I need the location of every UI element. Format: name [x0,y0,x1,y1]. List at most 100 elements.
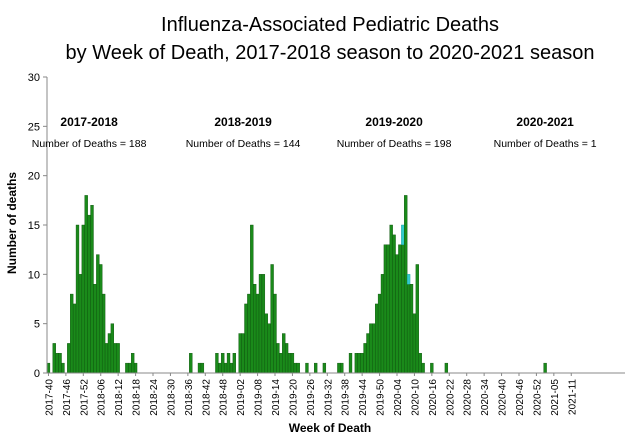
x-tick-label: 2019-20 [288,379,299,416]
x-tick-label: 2018-24 [149,379,160,416]
y-tick-label: 25 [28,121,40,133]
x-tick-label: 2018-48 [219,379,230,416]
bar [372,323,376,374]
bar [125,362,129,374]
bar [375,303,379,374]
bar [267,323,271,374]
bar [293,362,297,374]
x-tick-label: 2020-46 [515,379,526,416]
x-tick-label: 2017-46 [62,379,73,416]
season-deaths-label: Number of Deaths = 188 [32,138,147,150]
bar [131,353,135,374]
bar [250,224,254,374]
bar [110,323,115,374]
chart-title-line2: by Week of Death, 2017-2018 season to 20… [66,42,595,64]
season-deaths-label: Number of Deaths = 1 [494,138,597,150]
bar [392,234,396,374]
bar [363,343,367,374]
bar [104,343,109,374]
y-tick-label: 0 [34,368,40,380]
bar [116,343,120,374]
x-tick-label: 2017-40 [44,379,55,416]
bar [232,353,236,374]
x-tick-label: 2018-36 [184,379,195,416]
bar [81,224,85,374]
bar [101,293,106,374]
x-tick-label: 2018-18 [132,379,143,416]
season-deaths-label: Number of Deaths = 144 [186,138,301,150]
bar [354,353,358,374]
x-tick-label: 2018-42 [201,379,212,416]
bar [93,284,97,374]
bar [430,362,434,374]
y-tick-label: 15 [28,220,40,232]
bar [215,353,219,374]
x-tick-label: 2020-34 [480,379,491,416]
season-label: 2019-2020 [365,115,423,129]
bar [55,353,59,374]
bar [223,362,228,374]
season-label: 2018-2019 [214,115,272,129]
bar [543,362,547,374]
bar [287,353,292,374]
bar [273,293,277,374]
bar [96,254,100,374]
bar [270,264,274,374]
x-tick-label: 2020-04 [393,379,404,416]
y-tick-label: 5 [34,319,40,331]
x-tick-label: 2019-14 [271,379,282,416]
bar [305,362,309,374]
bar [247,293,251,374]
bar [415,264,419,374]
bar [241,333,245,374]
x-tick-label: 2019-02 [236,379,247,416]
bar [255,293,260,374]
x-tick-label: 2020-52 [532,379,543,416]
bar [418,353,422,374]
bar [70,293,74,374]
y-tick-label: 10 [28,269,40,281]
bar [314,362,318,374]
bar [401,244,405,374]
bar [337,362,341,374]
bar [107,333,112,374]
bar [284,343,289,374]
bar [395,254,399,374]
bar [444,362,449,374]
bar [72,303,77,374]
x-tick-label: 2019-08 [254,379,265,416]
bar [340,362,344,374]
bar [380,274,385,374]
x-tick-label: 2021-11 [567,379,578,415]
x-tick-label: 2018-12 [114,379,125,416]
x-tick-label: 2020-28 [463,379,474,416]
chart-title-line1: Influenza-Associated Pediatric Deaths [161,14,499,36]
bar [84,195,88,374]
bar [398,244,402,374]
bar [290,353,295,374]
bar [421,362,425,374]
bar [253,284,257,374]
x-tick-label: 2019-32 [323,379,334,416]
bar [357,353,361,374]
bar [218,362,222,374]
bar [87,214,91,374]
bar [226,353,231,374]
bar [61,362,65,374]
bar [244,303,248,374]
bar [406,284,411,374]
x-tick-label: 2020-10 [410,379,421,416]
x-tick-label: 2021-05 [550,379,561,416]
bar [90,205,94,374]
bar [276,343,280,374]
x-tick-label: 2020-22 [445,379,456,416]
bar [282,333,286,374]
bar [386,244,390,374]
bar [261,274,266,374]
x-tick-label: 2019-50 [376,379,387,416]
bar [322,362,327,374]
bar [133,362,138,374]
bar [75,224,80,374]
bar [389,224,393,374]
bar [229,362,234,374]
